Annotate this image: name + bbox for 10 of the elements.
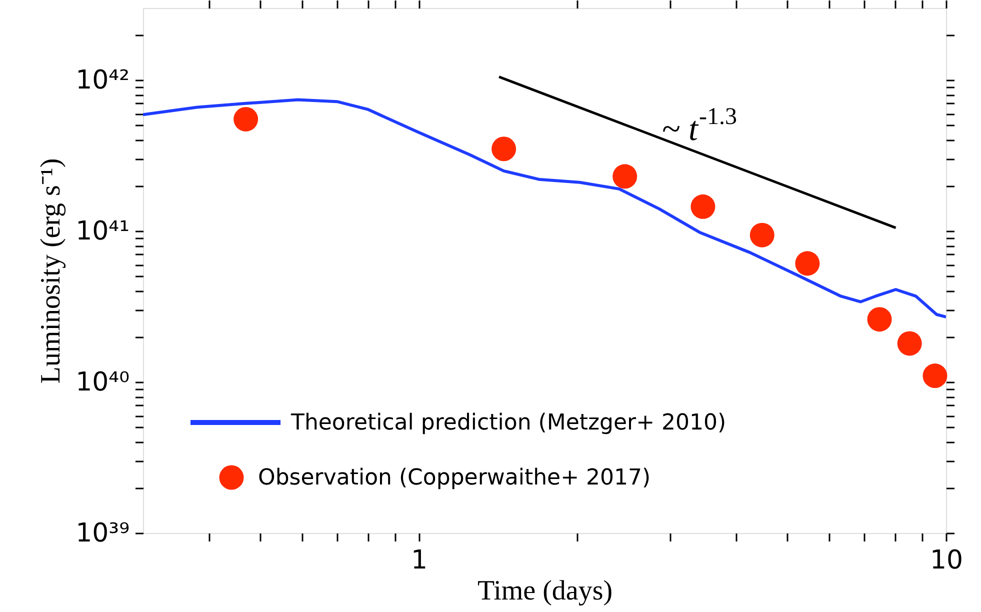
- y-tick-label: 10⁴⁰: [76, 368, 130, 398]
- y-tick-label: 10⁴²: [76, 66, 130, 96]
- legend-label: Observation (Copperwaithe+ 2017): [258, 466, 651, 490]
- x-tick-label: 1: [410, 546, 428, 576]
- y-tick-label: 10⁴¹: [76, 216, 130, 247]
- legend-label: Theoretical prediction (Metzger+ 2010): [290, 410, 726, 436]
- x-axis-title: Time (days): [477, 576, 613, 606]
- y-tick-label: 10³⁹: [76, 518, 130, 548]
- x-tick-label: 10: [930, 546, 964, 576]
- y-axis-title: Luminosity (erg s⁻¹): [36, 158, 67, 384]
